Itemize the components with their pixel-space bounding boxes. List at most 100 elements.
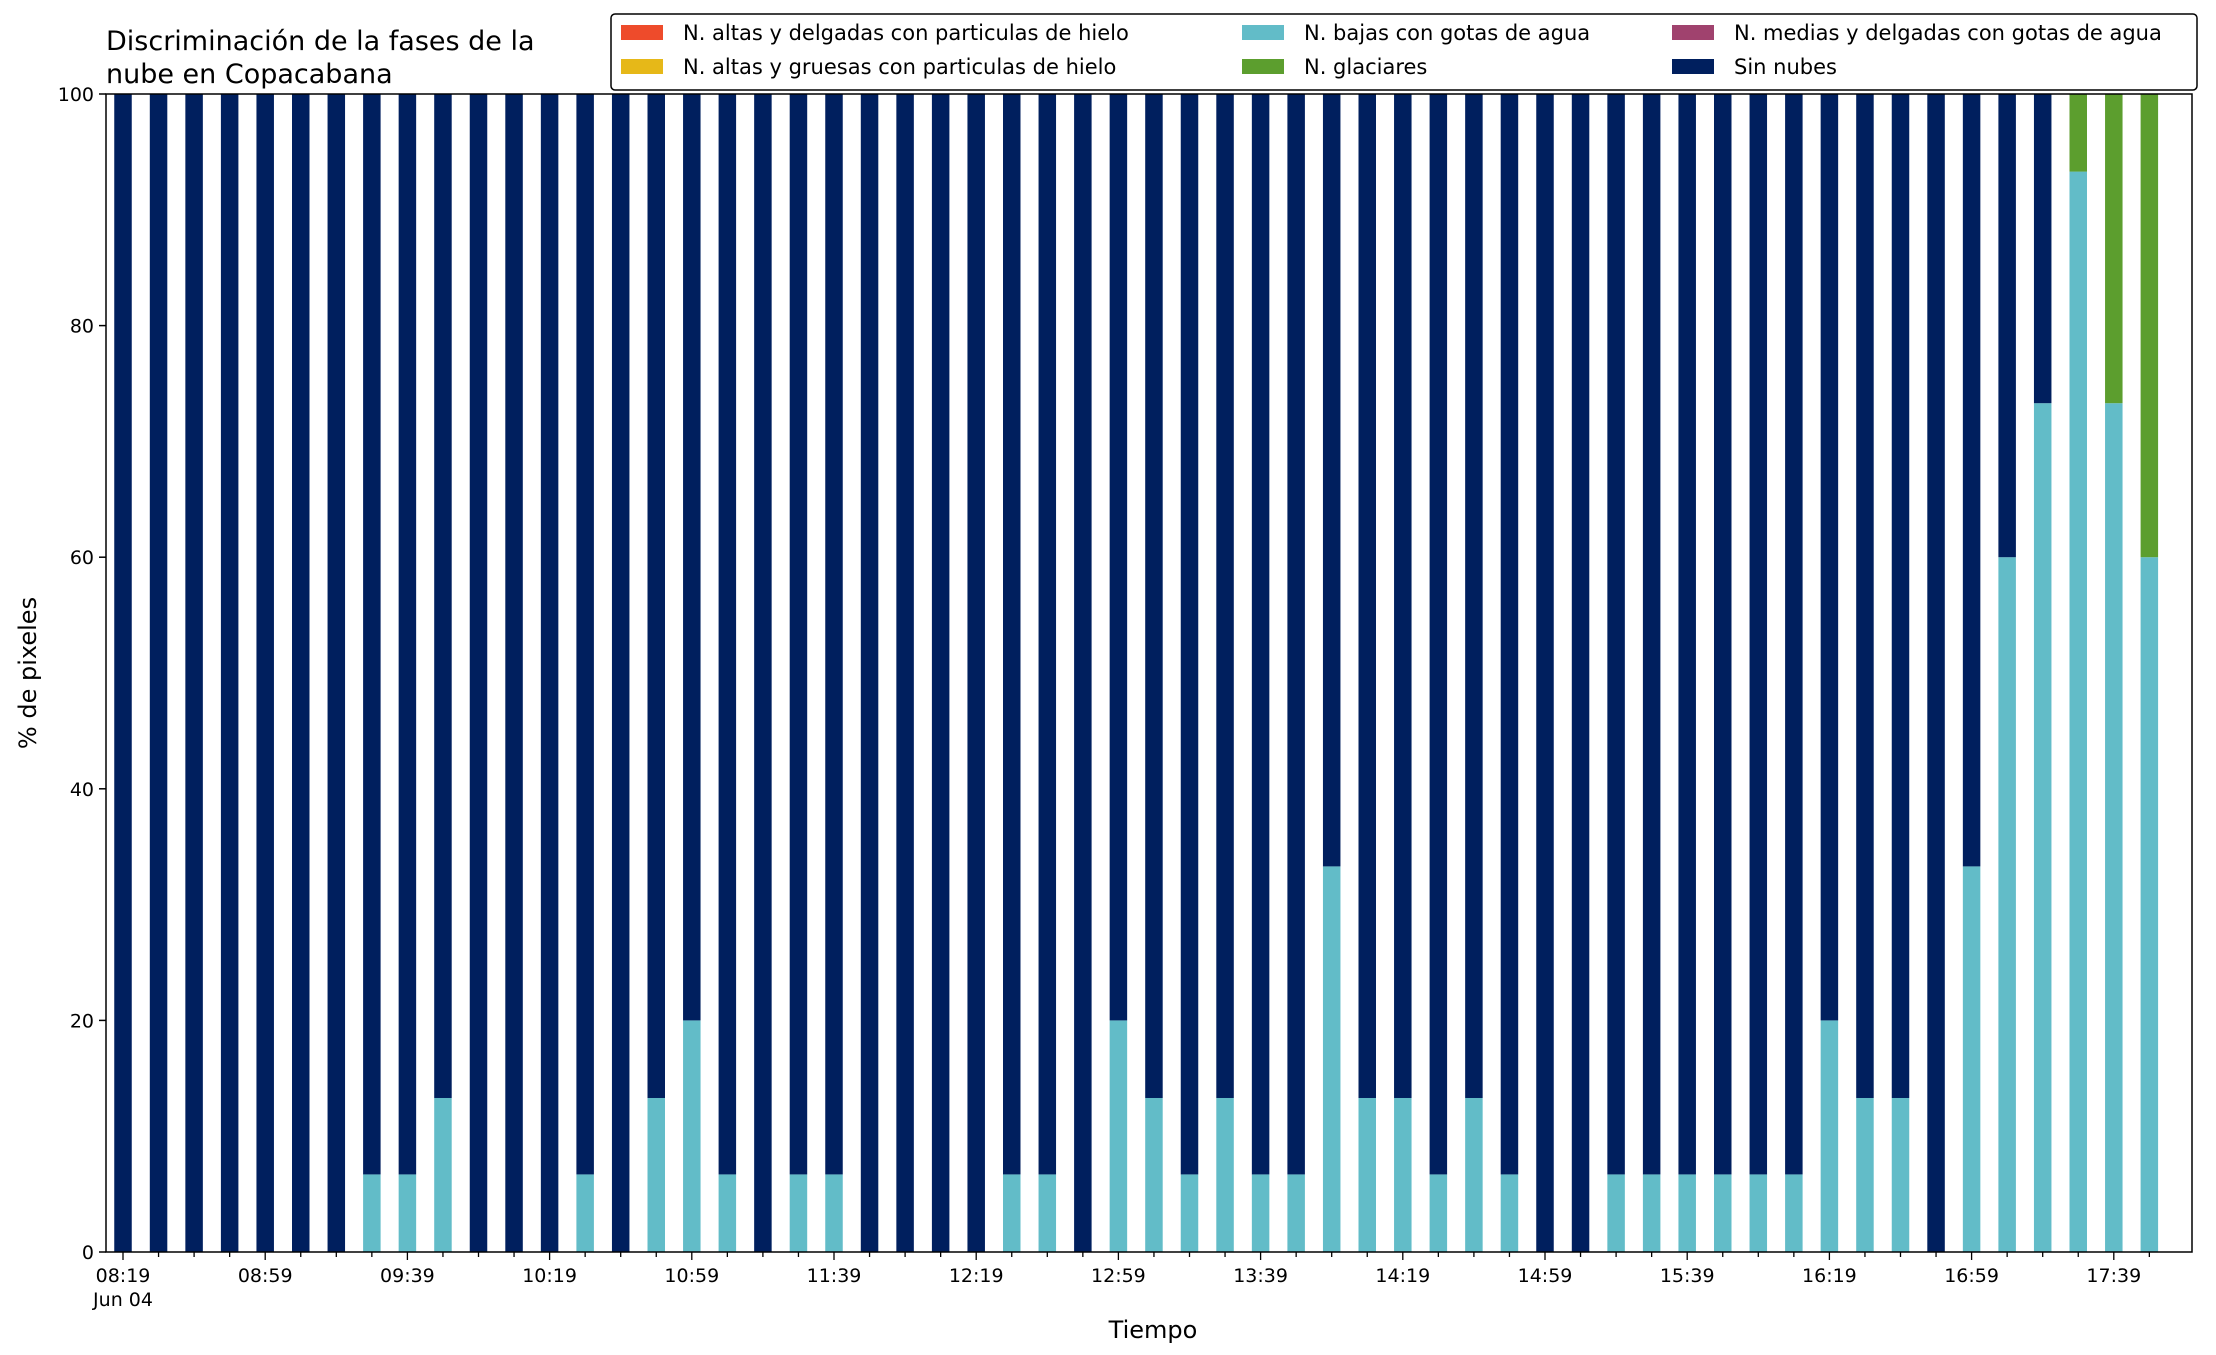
bar-segment-28-s2 xyxy=(1109,1020,1128,1252)
legend: N. altas y delgadas con particulas de hi… xyxy=(610,13,2198,91)
bar-segment-54-s2 xyxy=(2033,403,2052,1252)
legend-label: N. bajas con gotas de agua xyxy=(1304,21,1590,45)
bar-segment-39-s2 xyxy=(1500,1174,1519,1252)
bar-segment-23-s5 xyxy=(931,94,950,1252)
legend-item-4: N. medias y delgadas con gotas de agua xyxy=(1672,21,2162,45)
plot-area-frame xyxy=(105,93,2193,1253)
bar-segment-22-s5 xyxy=(896,94,914,1252)
legend-item-2: N. bajas con gotas de agua xyxy=(1242,21,1590,45)
bar-segment-33-s2 xyxy=(1287,1174,1305,1252)
bar-segment-18-s5 xyxy=(754,94,772,1252)
y-axis-label: % de pixeles xyxy=(14,597,42,749)
bar-segment-34-s2 xyxy=(1322,866,1341,1252)
bar-segment-19-s2 xyxy=(789,1174,808,1252)
bar-segment-27-s5 xyxy=(1074,94,1092,1252)
bar-segment-31-s5 xyxy=(1216,94,1234,1098)
bar-segment-26-s2 xyxy=(1038,1174,1057,1252)
bar-segment-7-s5 xyxy=(363,94,381,1175)
bar-segment-12-s5 xyxy=(540,94,559,1252)
bar-segment-42-s5 xyxy=(1607,94,1625,1175)
bar-segment-36-s5 xyxy=(1394,94,1412,1098)
legend-swatch xyxy=(621,25,663,40)
bar-segment-8-s2 xyxy=(398,1174,417,1252)
bar-segment-49-s5 xyxy=(1856,94,1874,1098)
bar-segment-32-s5 xyxy=(1251,94,1270,1175)
bar-segment-48-s2 xyxy=(1820,1020,1839,1252)
bar-segment-57-s2 xyxy=(2140,557,2159,1252)
x-tick-label: 12:19 xyxy=(949,1265,1004,1287)
bar-segment-16-s5 xyxy=(683,94,701,1021)
bar-segment-13-s2 xyxy=(576,1174,594,1252)
y-tick-label: 20 xyxy=(70,1010,94,1032)
bar-segment-17-s2 xyxy=(718,1174,737,1252)
bar-segment-19-s5 xyxy=(789,94,808,1175)
y-tick-label: 100 xyxy=(58,84,94,106)
bar-segment-29-s5 xyxy=(1145,94,1163,1098)
x-tick-label: 11:39 xyxy=(807,1265,862,1287)
x-tick-label: 16:59 xyxy=(1944,1265,1999,1287)
x-tick-label: 08:59 xyxy=(238,1265,293,1287)
x-tick-label: 08:19 xyxy=(96,1265,151,1287)
bar-segment-53-s2 xyxy=(1998,557,2016,1252)
bar-segment-52-s5 xyxy=(1962,94,1981,867)
bar-segment-1-s5 xyxy=(149,94,168,1252)
bar-segment-35-s5 xyxy=(1358,94,1376,1098)
y-tick-label: 60 xyxy=(70,547,94,569)
bar-segment-35-s2 xyxy=(1358,1097,1376,1252)
legend-label: N. glaciares xyxy=(1304,55,1427,79)
x-tick-label: 10:19 xyxy=(522,1265,577,1287)
y-tick-label: 40 xyxy=(70,779,94,801)
legend-item-1: N. altas y gruesas con particulas de hie… xyxy=(621,55,1116,79)
legend-swatch xyxy=(1242,59,1284,74)
bar-segment-17-s5 xyxy=(718,94,737,1175)
legend-swatch xyxy=(1672,25,1714,40)
bar-segment-7-s2 xyxy=(363,1174,381,1252)
bar-segment-43-s5 xyxy=(1642,94,1661,1175)
bar-segment-54-s5 xyxy=(2033,94,2052,404)
bar-segment-44-s5 xyxy=(1678,94,1696,1175)
bar-segment-3-s5 xyxy=(220,94,239,1252)
legend-label: N. medias y delgadas con gotas de agua xyxy=(1734,21,2162,45)
legend-item-5: Sin nubes xyxy=(1672,55,1837,79)
legend-swatch xyxy=(621,59,663,74)
bar-segment-15-s5 xyxy=(647,94,665,1098)
bar-segment-47-s5 xyxy=(1785,94,1803,1175)
bar-segment-30-s2 xyxy=(1180,1174,1199,1252)
legend-label: Sin nubes xyxy=(1734,55,1837,79)
bar-segment-50-s2 xyxy=(1891,1097,1910,1252)
bar-segment-45-s5 xyxy=(1714,94,1732,1175)
x-axis-label: Tiempo xyxy=(1108,1316,1198,1344)
x-tick-label: 17:39 xyxy=(2086,1265,2141,1287)
x-date-label: Jun 04 xyxy=(92,1289,153,1311)
bar-segment-37-s2 xyxy=(1429,1174,1448,1252)
bar-segment-36-s2 xyxy=(1394,1097,1412,1252)
bar-segment-10-s5 xyxy=(469,94,488,1252)
bar-segment-11-s5 xyxy=(505,94,523,1252)
bar-segment-33-s5 xyxy=(1287,94,1305,1175)
legend-swatch xyxy=(1672,59,1714,74)
bar-segment-55-s3 xyxy=(2069,94,2087,172)
bar-segment-38-s2 xyxy=(1465,1097,1483,1252)
y-tick-label: 80 xyxy=(70,316,94,338)
bar-segment-50-s5 xyxy=(1891,94,1910,1098)
bar-segment-55-s2 xyxy=(2069,171,2087,1253)
bar-segment-30-s5 xyxy=(1180,94,1199,1175)
bar-segment-5-s5 xyxy=(292,94,310,1252)
bar-segment-28-s5 xyxy=(1109,94,1128,1021)
bar-segment-31-s2 xyxy=(1216,1097,1234,1252)
legend-item-3: N. glaciares xyxy=(1242,55,1427,79)
bar-segment-21-s5 xyxy=(860,94,879,1252)
bar-segment-8-s5 xyxy=(398,94,417,1175)
x-tick-label: 13:39 xyxy=(1233,1265,1288,1287)
x-axis: 08:19 08:59 09:39 10:19 10:59 11:39 12:19 12:59… xyxy=(92,1252,2151,1311)
bar-segment-26-s5 xyxy=(1038,94,1057,1175)
x-tick-label: 14:59 xyxy=(1518,1265,1573,1287)
x-tick-label: 15:39 xyxy=(1660,1265,1715,1287)
bar-segment-13-s5 xyxy=(576,94,594,1175)
bar-segment-16-s2 xyxy=(683,1020,701,1252)
bar-segment-46-s2 xyxy=(1749,1174,1768,1252)
bar-segment-4-s5 xyxy=(256,94,274,1252)
bar-segment-47-s2 xyxy=(1785,1174,1803,1252)
bar-segment-42-s2 xyxy=(1607,1174,1625,1252)
